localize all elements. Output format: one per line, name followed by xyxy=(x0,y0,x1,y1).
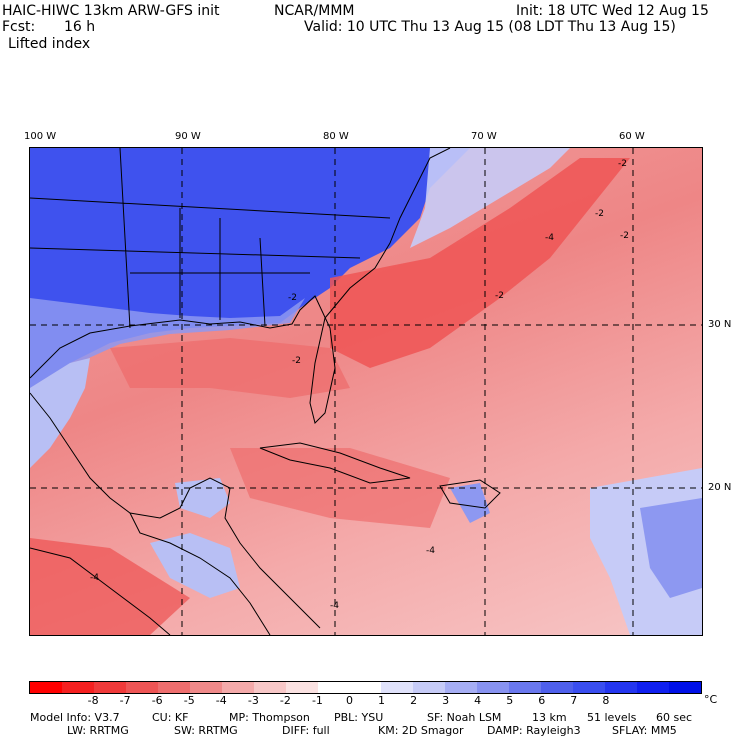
colorbar-tick-label: -3 xyxy=(247,694,259,707)
colorbar-swatch xyxy=(30,682,62,693)
lon-label: 90 W xyxy=(175,131,201,142)
colorbar-tick-label: -1 xyxy=(311,694,323,707)
model-title: HAIC-HIWC 13km ARW-GFS init xyxy=(2,3,220,19)
colorbar-swatch xyxy=(509,682,542,693)
coastline-east-us xyxy=(324,148,451,319)
stable-region-central-america xyxy=(150,533,240,598)
organization: NCAR/MMM xyxy=(274,3,355,19)
colorbar-swatch xyxy=(669,682,702,693)
km-option: KM: 2D Smagor xyxy=(378,724,464,737)
cumulus-scheme: CU: KF xyxy=(152,711,189,724)
contour-label: -4 xyxy=(330,601,339,611)
colorbar-swatch xyxy=(477,682,510,693)
state-borders xyxy=(30,148,391,329)
coastline-central-america xyxy=(129,512,271,635)
colorbar-swatch xyxy=(541,682,574,693)
contour-label: -2 xyxy=(595,209,604,219)
colorbar-tick-label: 3 xyxy=(442,694,450,707)
contour-label: -4 xyxy=(90,573,99,583)
colorbar-unit: °C xyxy=(704,693,718,706)
lon-label: 100 W xyxy=(24,131,57,142)
contour-label: -2 xyxy=(620,231,629,241)
contour-label: -2 xyxy=(495,291,504,301)
valid-time: Valid: 10 UTC Thu 13 Aug 15 (08 LDT Thu … xyxy=(304,19,676,35)
colorbar-tick-label: -8 xyxy=(87,694,99,707)
surface-scheme: SF: Noah LSM xyxy=(427,711,502,724)
lat-label: 20 N xyxy=(708,482,732,493)
coastline-hispaniola xyxy=(439,479,501,509)
colorbar xyxy=(29,681,702,694)
init-time: Init: 18 UTC Wed 12 Aug 15 xyxy=(516,3,709,19)
colorbar-swatch xyxy=(61,682,94,693)
lifted-index-map: -2 -2 -2 -2 -2 -2 -4 -4 -4 -4 xyxy=(29,147,703,636)
colorbar-tick-label: 4 xyxy=(474,694,482,707)
colorbar-swatch xyxy=(413,682,446,693)
unstable-band-gulf xyxy=(110,338,350,398)
coastline-south-america xyxy=(30,547,171,635)
colorbar-swatch xyxy=(573,682,606,693)
contour-label: -4 xyxy=(426,546,435,556)
stable-region-northeast xyxy=(410,148,570,248)
colorbar-tick-label: -7 xyxy=(119,694,131,707)
forecast-hour: 16 h xyxy=(64,19,96,35)
colorbar-tick-label: 5 xyxy=(506,694,514,707)
colorbar-swatch xyxy=(125,682,158,693)
diffusion-option: DIFF: full xyxy=(282,724,330,737)
lon-label: 60 W xyxy=(619,131,645,142)
surface-layer-option: SFLAY: MM5 xyxy=(612,724,677,737)
forecast-label: Fcst: xyxy=(2,19,36,35)
microphysics-scheme: MP: Thompson xyxy=(229,711,310,724)
colorbar-swatch xyxy=(605,682,638,693)
colorbar-swatch xyxy=(317,682,350,693)
colorbar-swatch xyxy=(189,682,222,693)
colorbar-swatch xyxy=(93,682,126,693)
contour-label: -4 xyxy=(545,233,554,243)
longwave-scheme: LW: RRTMG xyxy=(67,724,129,737)
lat-label: 30 N xyxy=(708,319,732,330)
colorbar-tick-label: 0 xyxy=(345,694,353,707)
colorbar-swatch xyxy=(253,682,286,693)
colorbar-swatch xyxy=(445,682,478,693)
resolution: 13 km xyxy=(532,711,567,724)
contour-label: -2 xyxy=(618,159,627,169)
colorbar-tick-label: -2 xyxy=(279,694,291,707)
colorbar-swatch xyxy=(349,682,382,693)
lon-label: 70 W xyxy=(471,131,497,142)
colorbar-tick-label: 7 xyxy=(570,694,578,707)
colorbar-tick-label: 8 xyxy=(602,694,610,707)
damping-option: DAMP: Rayleigh3 xyxy=(487,724,581,737)
unstable-band-gulf-stream xyxy=(330,158,630,368)
colorbar-tick-label: 6 xyxy=(538,694,546,707)
colorbar-tick-label: -4 xyxy=(215,694,227,707)
colorbar-swatch xyxy=(285,682,318,693)
colorbar-tick-label: 1 xyxy=(378,694,386,707)
time-step: 60 sec xyxy=(656,711,693,724)
contour-label: -2 xyxy=(292,356,301,366)
coastline-cuba xyxy=(259,442,411,484)
stable-region-texas-coast xyxy=(30,358,90,468)
stable-region-hispaniola xyxy=(450,483,490,523)
colorbar-swatch xyxy=(221,682,254,693)
colorbar-swatch xyxy=(381,682,414,693)
pbl-scheme: PBL: YSU xyxy=(334,711,384,724)
contour-label: -2 xyxy=(288,293,297,303)
model-info: Model Info: V3.7 xyxy=(30,711,120,724)
field-name: Lifted index xyxy=(8,36,91,52)
colorbar-tick-label: -6 xyxy=(151,694,163,707)
colorbar-tick-label: 2 xyxy=(410,694,418,707)
stable-region-east-core xyxy=(640,498,702,598)
colorbar-swatch xyxy=(637,682,670,693)
map-svg: -2 -2 -2 -2 -2 -2 -4 -4 -4 -4 xyxy=(30,148,702,635)
colorbar-tick-label: -5 xyxy=(183,694,195,707)
lon-label: 80 W xyxy=(323,131,349,142)
unstable-band-east-pacific xyxy=(30,538,190,635)
colorbar-swatch xyxy=(157,682,190,693)
vertical-levels: 51 levels xyxy=(587,711,637,724)
coastline-gulf-us xyxy=(30,295,336,424)
shortwave-scheme: SW: RRTMG xyxy=(174,724,238,737)
